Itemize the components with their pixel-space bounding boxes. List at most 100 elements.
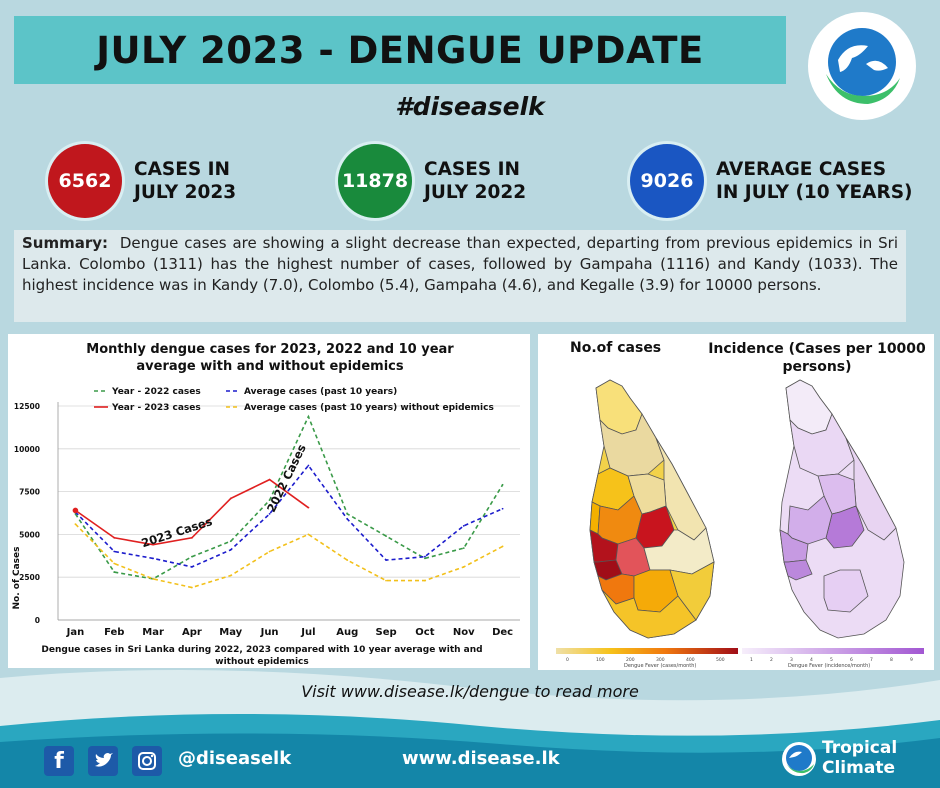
stat-2023-line2: JULY 2023 <box>134 182 237 203</box>
legend-label: Year - 2023 cases <box>111 403 201 413</box>
data-point <box>385 535 387 538</box>
data-point <box>113 536 116 539</box>
data-point <box>191 586 193 589</box>
cases-scale-tick: 400 <box>686 657 695 663</box>
stat-2023-label: CASES IN JULY 2023 <box>134 158 236 204</box>
data-point <box>462 566 465 568</box>
incidence-kandy <box>825 505 865 549</box>
district-maps: 0 100 200 300 400 500 1 2 3 4 5 6 7 8 9 Dengue Fever (… <box>556 379 924 669</box>
data-point <box>191 536 193 539</box>
legend-label: Average cases (past 10 years) <box>244 387 397 397</box>
stat-2022-label: CASES IN JULY 2022 <box>424 158 526 204</box>
stat-average-circle: 9026 <box>630 144 704 218</box>
map-cases-title: No.of cases <box>570 340 662 356</box>
brand-line1: Tropical <box>822 738 898 758</box>
cases-monaragala <box>669 561 715 621</box>
map-incidence-title: Incidence (Cases per 10000 persons) <box>704 340 930 376</box>
data-point <box>346 559 349 561</box>
legend-label: Average cases (past 10 years) without ep… <box>244 403 494 413</box>
stat-average: 9026 AVERAGE CASES IN JULY (10 YEARS) <box>630 144 912 218</box>
y-tick-label: 2500 <box>19 573 40 582</box>
incidence-scale-tick: 1 <box>750 657 753 663</box>
incidence-scale-tick: 5 <box>830 657 833 663</box>
y-axis-label: No. of Cases <box>12 547 22 610</box>
data-point <box>307 415 310 418</box>
incidence-scale-tick: 7 <box>870 657 873 663</box>
y-tick-label: 10000 <box>14 445 40 454</box>
title-banner: JULY 2023 - DENGUE UPDATE <box>14 16 786 84</box>
incidence-east <box>845 437 897 541</box>
map-incidence-title-line2: persons) <box>782 359 852 375</box>
chart-title-line1: Monthly dengue cases for 2023, 2022 and … <box>86 342 454 357</box>
data-point <box>191 555 193 558</box>
map-panel: No.of cases Incidence (Cases per 10000 p… <box>538 334 934 670</box>
incidence-colombo <box>783 559 813 581</box>
cases-scale-tick: 0 <box>566 657 569 663</box>
data-point <box>74 523 77 526</box>
data-point <box>346 512 349 515</box>
page-title: JULY 2023 - DENGUE UPDATE <box>96 28 704 72</box>
incidence-color-scale <box>742 648 924 654</box>
data-point <box>501 483 504 486</box>
data-point <box>191 566 193 568</box>
data-point <box>229 540 232 543</box>
legend-label: Year - 2022 cases <box>111 387 201 397</box>
x-tick-label: May <box>219 627 242 638</box>
twitter-icon[interactable] <box>88 746 118 776</box>
data-point <box>462 524 465 527</box>
data-point <box>307 506 310 509</box>
incidence-scale-tick: 9 <box>910 657 913 663</box>
data-point <box>113 571 116 573</box>
brand-name: Tropical Climate <box>822 738 897 778</box>
data-point <box>501 545 504 548</box>
x-tick-label: Jan <box>66 627 85 638</box>
stat-average-label: AVERAGE CASES IN JULY (10 YEARS) <box>716 158 912 204</box>
stat-2022-line2: JULY 2022 <box>424 182 527 203</box>
chart-title-line2: average with and without epidemics <box>136 359 403 374</box>
visit-text: Visit www.disease.lk/dengue to read more <box>301 682 639 701</box>
cases-map <box>589 379 715 639</box>
brand-globe-icon <box>780 740 818 778</box>
facebook-icon[interactable]: f <box>44 746 74 776</box>
data-point <box>152 543 154 546</box>
x-tick-label: Jul <box>300 627 315 638</box>
data-point <box>152 578 154 580</box>
data-point <box>268 499 271 502</box>
data-point <box>152 557 154 560</box>
map-incidence-title-line1: Incidence (Cases per 10000 <box>708 341 926 357</box>
globe-logo-icon <box>818 22 906 110</box>
data-point <box>346 518 349 520</box>
social-handle[interactable]: @diseaselk <box>178 748 292 769</box>
data-point <box>385 579 387 582</box>
stat-average-line1: AVERAGE CASES <box>716 159 887 180</box>
stat-2022-circle: 11878 <box>338 144 412 218</box>
website-link[interactable]: www.disease.lk <box>402 748 560 769</box>
x-tick-label: Aug <box>336 627 358 638</box>
summary-text: Dengue cases are showing a slight decrea… <box>22 234 898 294</box>
x-tick-label: Jun <box>260 627 279 638</box>
y-tick-label: 7500 <box>19 488 40 497</box>
footer: Visit www.disease.lk/dengue to read more… <box>0 668 940 788</box>
data-point <box>385 559 387 561</box>
cases-scale-label: Dengue Fever (cases/month) <box>624 663 696 669</box>
chart-series <box>72 414 504 589</box>
series-line-0 <box>74 414 504 580</box>
x-tick-label: Nov <box>453 627 475 638</box>
data-point <box>229 574 232 577</box>
stat-2022: 11878 CASES IN JULY 2022 <box>338 144 526 218</box>
incidence-scale-tick: 2 <box>770 657 773 663</box>
y-tick-label: 12500 <box>14 402 40 411</box>
series-2023-start-marker <box>72 507 79 514</box>
data-point <box>424 579 426 582</box>
instagram-icon[interactable] <box>132 746 162 776</box>
chart-legend: Year - 2022 cases Year - 2023 cases Averag… <box>94 387 494 413</box>
footer-wave <box>0 670 940 788</box>
stat-average-line2: IN JULY (10 YEARS) <box>716 182 913 203</box>
data-point <box>501 507 504 510</box>
brand-line2: Climate <box>822 758 895 778</box>
cases-scale-tick: 300 <box>656 657 665 663</box>
incidence-scale-label: Dengue Fever (incidence/month) <box>788 663 870 669</box>
x-tick-label: Dec <box>492 627 513 638</box>
stat-2022-line1: CASES IN <box>424 159 520 180</box>
data-point <box>268 550 271 553</box>
